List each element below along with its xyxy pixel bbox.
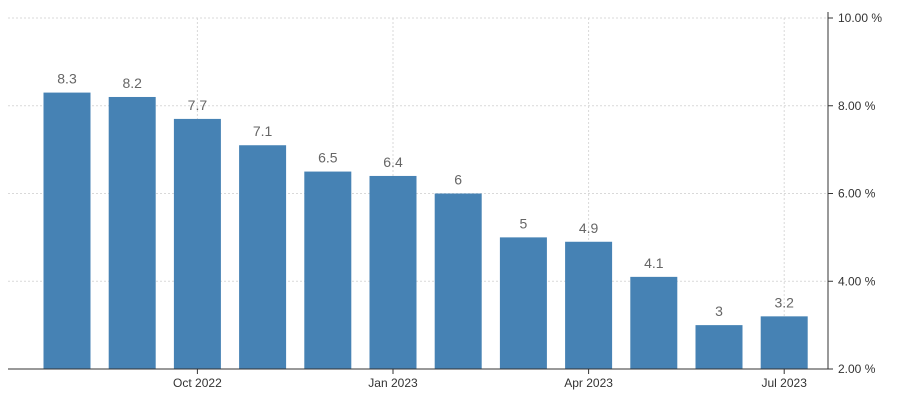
bar-value-label: 8.2 xyxy=(122,75,142,91)
y-tick-label: 2.00 % xyxy=(838,362,876,376)
bar-jul-2023 xyxy=(760,316,808,369)
y-tick-label: 10.00 % xyxy=(838,11,882,25)
bar-may-2023 xyxy=(630,276,678,369)
x-tick-label: Oct 2022 xyxy=(173,376,222,390)
bar-nov-2022 xyxy=(239,145,287,369)
bar-value-label: 6 xyxy=(454,172,462,188)
y-tick-label: 4.00 % xyxy=(838,274,876,288)
y-axis-ticks: 2.00 % 4.00 % 6.00 % 8.00 % 10.00 % xyxy=(827,11,882,376)
bar-dec-2022 xyxy=(304,171,352,369)
bar-value-label: 3 xyxy=(715,303,723,319)
bar-apr-2023 xyxy=(565,241,613,369)
y-tick-label: 6.00 % xyxy=(838,187,876,201)
bar-value-label: 4.1 xyxy=(644,255,664,271)
y-tick-label: 8.00 % xyxy=(838,99,876,113)
x-axis-ticks: Oct 2022 Jan 2023 Apr 2023 Jul 2023 xyxy=(173,369,807,390)
x-tick-label: Jul 2023 xyxy=(762,376,808,390)
bar-value-label: 6.5 xyxy=(318,150,338,166)
bars-layer xyxy=(43,92,808,370)
bar-value-label: 8.3 xyxy=(57,71,77,87)
bar-feb-2023 xyxy=(434,193,482,369)
bar-value-label: 3.2 xyxy=(774,294,794,310)
bar-value-labels: 8.3 8.2 7.7 7.1 6.5 6.4 6 5 4.9 4.1 3 3.2 xyxy=(57,71,794,320)
bar-aug-2022 xyxy=(43,92,91,370)
bar-jan-2023 xyxy=(369,175,417,369)
bar-sep-2022 xyxy=(108,96,156,369)
bar-value-label: 7.7 xyxy=(188,97,208,113)
bar-oct-2022 xyxy=(173,118,221,369)
x-tick-label: Jan 2023 xyxy=(368,376,418,390)
x-tick-label: Apr 2023 xyxy=(564,376,613,390)
bar-value-label: 7.1 xyxy=(253,123,273,139)
bar-value-label: 6.4 xyxy=(383,154,403,170)
bar-mar-2023 xyxy=(499,237,547,369)
bar-value-label: 5 xyxy=(520,215,528,231)
bar-value-label: 4.9 xyxy=(579,220,599,236)
bar-jun-2023 xyxy=(695,325,743,369)
